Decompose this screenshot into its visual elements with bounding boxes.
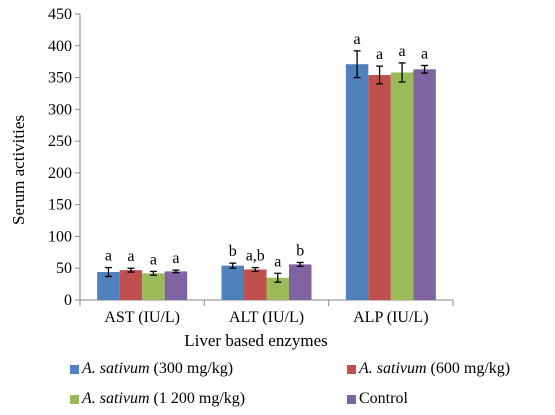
significance-label: a	[172, 250, 179, 267]
y-tick-label: 200	[48, 165, 72, 182]
x-axis-title: Liver based enzymes	[184, 331, 328, 350]
legend-item: A. sativum (600 mg/kg)	[347, 360, 510, 378]
legend-label: A. sativum (300 mg/kg)	[82, 360, 233, 378]
y-tick-label: 50	[56, 260, 72, 277]
legend-swatch	[70, 394, 79, 404]
legend-label-dose: (1 200 mg/kg)	[149, 390, 246, 407]
bar	[266, 277, 289, 300]
legend-item: A. sativum (300 mg/kg)	[70, 360, 233, 378]
legend-label-species: A. sativum	[82, 390, 150, 407]
bars	[97, 64, 436, 301]
legend-label-dose: (600 mg/kg)	[426, 360, 511, 377]
bar	[345, 64, 369, 300]
legend-label: A. sativum (1 200 mg/kg)	[82, 390, 245, 408]
significance-label: a,b	[246, 248, 265, 265]
legend-label-species: A. sativum	[359, 360, 427, 377]
legend: A. sativum (300 mg/kg) A. sativum (600 mg…	[0, 357, 555, 415]
bar	[244, 269, 267, 300]
legend-label-dose: (300 mg/kg)	[149, 360, 234, 377]
significance-label: b	[229, 243, 237, 260]
significance-label: a	[354, 31, 361, 48]
y-tick-label: 250	[48, 133, 72, 150]
bar	[413, 69, 436, 300]
y-tick-label: 350	[48, 70, 72, 87]
bar	[142, 273, 165, 300]
significance-label: a	[399, 43, 406, 60]
bar-chart: 0 50 100 150 200 250 300 350 400 450 AST (IU/L) AL…	[9, 6, 454, 350]
y-tick-label: 450	[48, 6, 72, 23]
x-tick-label: ALT (IU/L)	[229, 309, 304, 326]
y-tick-label: 300	[48, 101, 72, 118]
significance-label: a	[105, 248, 112, 265]
x-tick-label: ALP (IU/L)	[353, 309, 428, 326]
legend-item: Control	[347, 390, 408, 408]
y-tick-label: 100	[48, 228, 72, 245]
x-axis: AST (IU/L) ALT (IU/L) ALP (IU/L)	[79, 299, 454, 326]
significance-label: a	[150, 251, 157, 268]
bar	[119, 270, 143, 300]
legend-label-dose: Control	[359, 390, 408, 407]
bar	[221, 265, 244, 300]
y-axis: 0 50 100 150 200 250 300 350 400 450	[48, 6, 81, 309]
significance-label: b	[296, 243, 304, 260]
bar	[390, 72, 414, 301]
bar	[289, 264, 312, 300]
bar	[368, 75, 391, 300]
x-tick-label: AST (IU/L)	[104, 309, 180, 326]
error-bars	[104, 50, 429, 283]
significance-label: a	[421, 45, 428, 62]
legend-label-species: A. sativum	[82, 360, 150, 377]
legend-swatch	[347, 364, 356, 374]
significance-label: a	[274, 253, 281, 270]
significance-label: a	[127, 248, 134, 265]
y-tick-label: 0	[64, 292, 72, 309]
legend-label: Control	[359, 390, 408, 408]
y-axis-title: Serum activities	[9, 115, 28, 225]
y-tick-label: 150	[48, 197, 72, 214]
bar	[164, 271, 188, 300]
significance-label: a	[376, 46, 383, 63]
legend-swatch	[70, 364, 79, 374]
legend-item: A. sativum (1 200 mg/kg)	[70, 390, 245, 408]
legend-label: A. sativum (600 mg/kg)	[359, 360, 510, 378]
bar	[97, 272, 120, 300]
y-tick-label: 400	[48, 38, 72, 55]
legend-swatch	[347, 394, 356, 404]
